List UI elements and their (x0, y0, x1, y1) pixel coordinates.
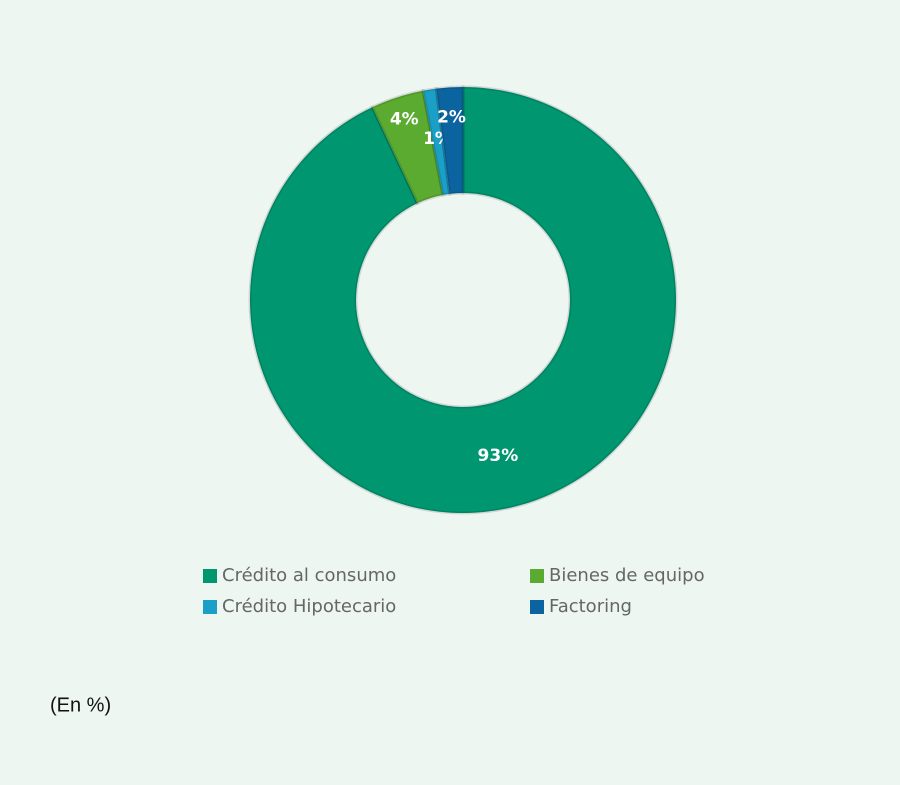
note: (En %) (50, 694, 111, 716)
data-label: 2% (437, 107, 466, 127)
legend-swatch (203, 600, 217, 614)
legend-label: Crédito Hipotecario (222, 596, 396, 617)
data-label: 93% (478, 446, 519, 466)
donut-segment (421, 87, 452, 197)
legend-label: Factoring (549, 596, 632, 617)
legend-label: Crédito al consumo (222, 565, 396, 586)
legend-label: Bienes de equipo (549, 565, 705, 586)
donut-segment (248, 85, 678, 515)
donut-segment (434, 85, 465, 196)
legend-swatch (203, 569, 217, 583)
data-label: 4% (390, 109, 419, 129)
legend-swatch (530, 569, 544, 583)
legend-swatch (530, 600, 544, 614)
